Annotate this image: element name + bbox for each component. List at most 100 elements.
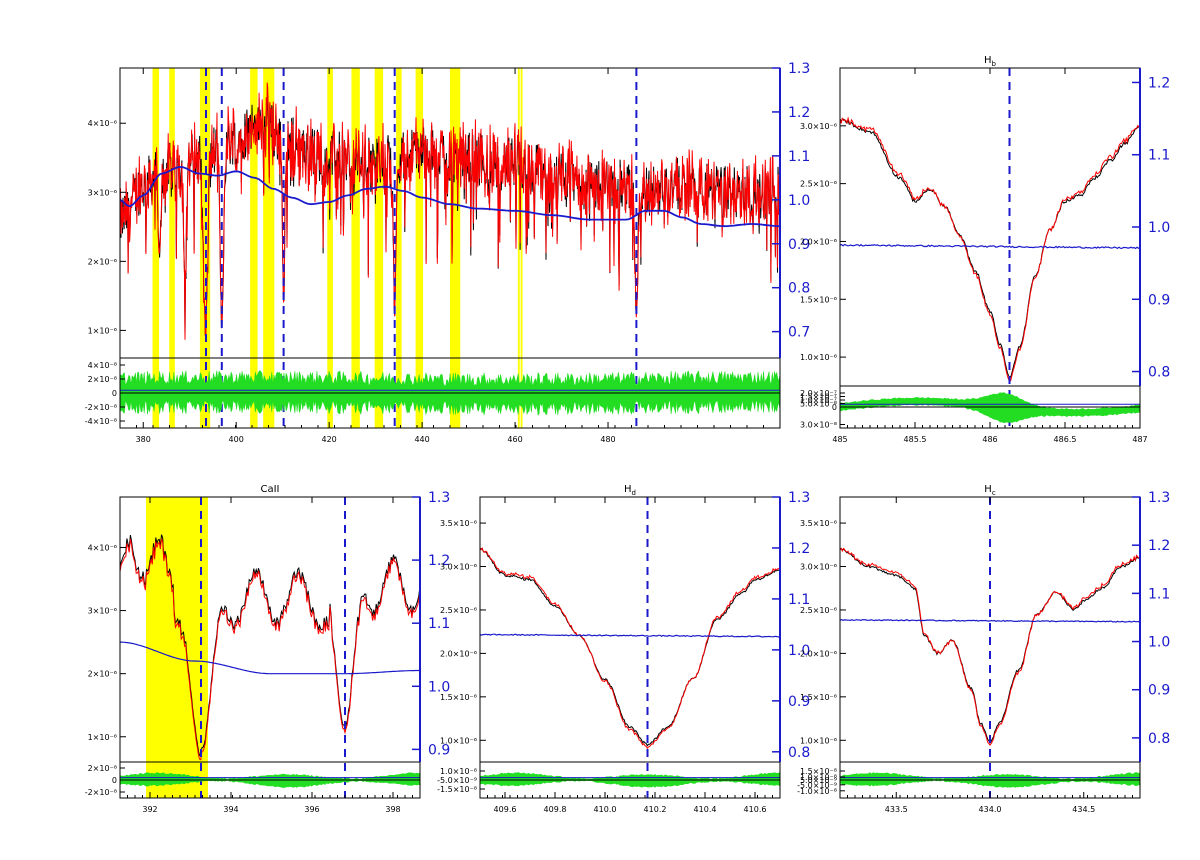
panel-caii: 392 394 396 398 1×10⁻⁶ 2×10⁻⁶ 3×10⁻⁶ 4×10⁻⁶ 2×10…: [85, 484, 451, 814]
y2-tick-label: 1.0: [788, 193, 810, 209]
y-tick-label: 4×10⁻⁶: [88, 543, 117, 552]
mask-band: [520, 68, 523, 428]
panel-hg: 433.5 434.0 434.5 1.0×10⁻⁶ 1.5×10⁻⁶ 2.0×10⁻⁶ 2…: [797, 484, 1170, 814]
y-tick-label: 2.5×10⁻⁶: [440, 606, 477, 615]
x-tick-label: 433.5: [885, 805, 908, 814]
y2-tick-label: 1.0: [1148, 220, 1170, 236]
mask-band: [374, 68, 384, 428]
plot-area-caii: [120, 497, 420, 798]
x-tick-label: 392: [142, 805, 157, 814]
residual-y-tick-label: -5.0×10⁻⁹: [797, 781, 837, 790]
y-tick-label: 2.0×10⁻⁶: [440, 649, 477, 658]
residual-y-tick-label: 1.5×10⁻⁸: [800, 767, 837, 776]
y-tick-label: 3.0×10⁻⁶: [440, 563, 477, 572]
y-tick-label: 2.5×10⁻⁶: [800, 180, 837, 189]
y2-tick-label: 0.8: [788, 745, 810, 761]
y2-tick-label: 1.3: [428, 490, 450, 506]
y2-tick-label: 0.9: [428, 742, 450, 758]
y-tick-label: 2.5×10⁻⁶: [800, 606, 837, 615]
y2-tick-label: 1.1: [1148, 148, 1170, 164]
residual-y-tick-label: 2×10⁻⁸: [88, 764, 117, 773]
x-tick-label: 396: [304, 805, 319, 814]
y2-tick-label: 1.1: [1148, 586, 1170, 602]
x-tick-label: 380: [136, 435, 151, 444]
y-tick-label: 3.0×10⁻⁶: [800, 563, 837, 572]
plot-area-full: [120, 68, 780, 428]
y2-tick-label: 1.2: [788, 541, 810, 557]
residual-y-tick-label: -2×10⁻⁸: [85, 788, 117, 797]
panel-title: Hc: [984, 484, 996, 497]
y-tick-label: 1.5×10⁻⁶: [440, 693, 477, 702]
model-flux-line: [840, 547, 1140, 747]
residual-y-tick-label: 3.0×10⁻⁸: [800, 421, 837, 430]
y-tick-label: 1.5×10⁻⁶: [800, 693, 837, 702]
x-tick-label: 480: [600, 435, 615, 444]
residual-y-tick-label: 1.5×10⁻⁷: [800, 393, 837, 402]
y-tick-label: 1.0×10⁻⁶: [800, 353, 837, 362]
x-tick-label: 398: [385, 805, 400, 814]
y-tick-label: 2×10⁻⁶: [88, 670, 117, 679]
y2-tick-label: 0.9: [1148, 292, 1170, 308]
residual-y-tick-label: 1.0×10⁻⁸: [800, 773, 837, 782]
model-flux-line: [120, 538, 420, 761]
x-tick-label: 400: [229, 435, 244, 444]
y-tick-label: 4×10⁻⁶: [88, 119, 117, 128]
residual-y-tick-label: 1.0×10⁻⁸: [440, 767, 477, 776]
residual-y-tick-label: 0: [112, 776, 117, 785]
residual-y-tick-label: -5.0×10⁻⁹: [437, 776, 477, 785]
y2-tick-label: 1.2: [1148, 538, 1170, 554]
x-tick-label: 410.0: [594, 805, 617, 814]
plot-area-hb: [840, 68, 1140, 428]
y2-tick-label: 0.9: [788, 694, 810, 710]
continuum-line: [840, 618, 1140, 623]
residual-y-tick-label: 5.0×10⁻⁸: [800, 400, 837, 409]
mask-band: [327, 68, 333, 428]
y2-tick-label: 1.3: [788, 490, 810, 506]
mask-band: [263, 68, 275, 428]
y2-tick-label: 1.0: [788, 643, 810, 659]
y-tick-label: 2.0×10⁻⁶: [800, 649, 837, 658]
model-flux-line: [120, 82, 780, 340]
y-tick-label: 3.0×10⁻⁶: [800, 122, 837, 131]
panel-hb: 485 485.5 486 486.5 487 1.0×10⁻⁶ 1.5×10⁻⁶ 2.0×1…: [800, 55, 1170, 444]
mask-band: [152, 68, 160, 428]
x-tick-label: 420: [322, 435, 337, 444]
residual-y-tick-label: 0: [112, 389, 117, 398]
y-tick-label: 3.5×10⁻⁶: [440, 519, 477, 528]
y2-tick-label: 1.3: [788, 61, 810, 77]
mask-band: [450, 68, 461, 428]
y-tick-label: 3×10⁻⁶: [88, 607, 117, 616]
model-flux-line: [480, 547, 780, 750]
y2-tick-label: 0.7: [788, 325, 810, 341]
observed-flux-line: [480, 548, 780, 747]
y2-tick-label: 0.9: [1148, 683, 1170, 699]
y2-tick-label: 0.8: [1148, 731, 1170, 747]
x-tick-label: 440: [414, 435, 429, 444]
residual-y-tick-label: 2×10⁻⁸: [88, 375, 117, 384]
y-tick-label: 1×10⁻⁶: [88, 733, 117, 742]
continuum-line: [120, 641, 420, 675]
x-tick-label: 486: [982, 435, 997, 444]
y-tick-label: 3×10⁻⁶: [88, 188, 117, 197]
plot-area-hg: [840, 497, 1140, 798]
y2-tick-label: 0.9: [788, 237, 810, 253]
continuum-line: [120, 165, 780, 228]
continuum-line: [840, 243, 1140, 250]
residual-band: [840, 392, 1140, 424]
continuum-line: [480, 633, 780, 638]
x-tick-label: 460: [507, 435, 522, 444]
mask-band: [169, 68, 175, 428]
panel-title: CaII: [260, 484, 279, 495]
residual-y-tick-label: -4×10⁻⁸: [85, 417, 117, 426]
mask-band: [199, 68, 211, 428]
y-tick-label: 1×10⁻⁶: [88, 326, 117, 335]
plot-area-hd: [480, 497, 780, 798]
y2-tick-label: 0.8: [1148, 365, 1170, 381]
panel-title: Hd: [624, 484, 636, 497]
y2-tick-label: 0.8: [788, 281, 810, 297]
mask-band: [415, 68, 424, 428]
y2-tick-label: 1.0: [1148, 635, 1170, 651]
x-tick-label: 485: [832, 435, 847, 444]
y2-tick-label: 1.1: [788, 149, 810, 165]
